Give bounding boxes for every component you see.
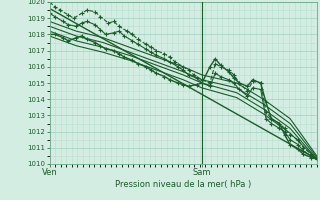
X-axis label: Pression niveau de la mer( hPa ): Pression niveau de la mer( hPa ) [115,180,251,189]
